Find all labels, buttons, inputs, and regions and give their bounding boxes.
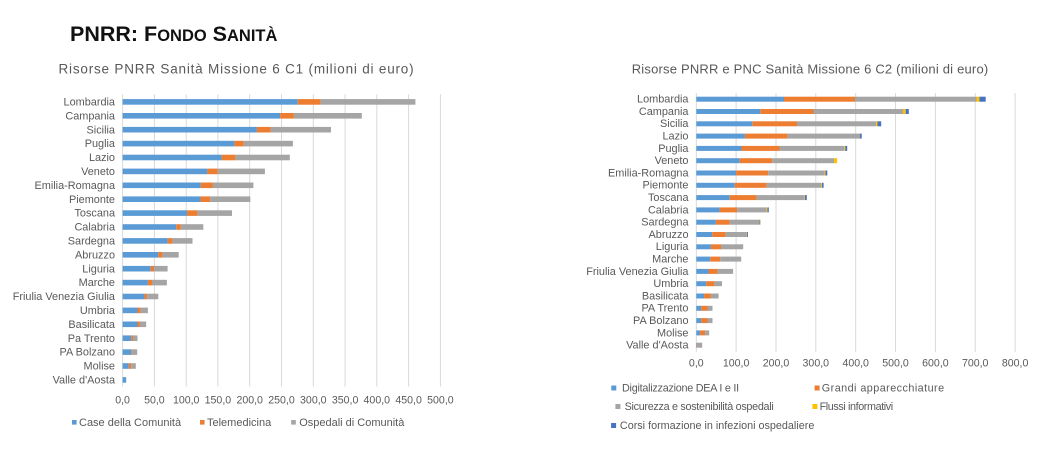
svg-text:Lazio: Lazio [662, 131, 688, 143]
svg-text:300,0: 300,0 [300, 394, 327, 406]
svg-text:Sardegna: Sardegna [641, 217, 689, 229]
svg-text:Veneto: Veneto [655, 155, 689, 167]
svg-text:Telemedicina: Telemedicina [207, 417, 272, 429]
svg-text:200,0: 200,0 [236, 394, 263, 406]
svg-text:50,0: 50,0 [144, 394, 165, 406]
svg-text:PA Bolzano: PA Bolzano [633, 315, 689, 327]
svg-text:Case della Comunità: Case della Comunità [79, 417, 182, 429]
svg-text:Basilicata: Basilicata [68, 319, 116, 331]
svg-text:Marche: Marche [79, 277, 115, 289]
svg-text:Puglia: Puglia [85, 138, 116, 150]
svg-text:Corsi formazione in infezioni: Corsi formazione in infezioni ospedalier… [620, 420, 814, 432]
svg-text:800,0: 800,0 [1002, 358, 1029, 370]
svg-text:500,0: 500,0 [882, 358, 909, 370]
svg-text:450,0: 450,0 [395, 394, 422, 406]
svg-text:Piemonte: Piemonte [642, 180, 688, 192]
svg-text:200,0: 200,0 [763, 358, 790, 370]
svg-text:Risorse PNRR Sanità Missione 6: Risorse PNRR Sanità Missione 6 C1 (milio… [59, 62, 415, 77]
svg-text:700,0: 700,0 [962, 358, 989, 370]
svg-text:350,0: 350,0 [332, 394, 359, 406]
svg-text:Sicilia: Sicilia [660, 118, 689, 130]
svg-text:Pa Trento: Pa Trento [68, 333, 115, 345]
svg-text:Lombardia: Lombardia [637, 94, 689, 106]
svg-text:Flussi informativi: Flussi informativi [820, 401, 893, 413]
svg-text:Valle d'Aosta: Valle d'Aosta [626, 340, 689, 352]
svg-text:Basilicata: Basilicata [642, 290, 690, 302]
svg-text:0,0: 0,0 [115, 394, 130, 406]
svg-text:PA Trento: PA Trento [641, 303, 688, 315]
svg-text:Toscana: Toscana [74, 208, 116, 220]
svg-text:PA Bolzano: PA Bolzano [60, 347, 116, 359]
svg-text:Piemonte: Piemonte [69, 194, 115, 206]
svg-text:Lazio: Lazio [89, 152, 115, 164]
svg-text:Campania: Campania [639, 106, 690, 118]
svg-text:Emilia-Romagna: Emilia-Romagna [608, 167, 689, 179]
svg-text:Liguria: Liguria [656, 241, 690, 253]
svg-text:400,0: 400,0 [364, 394, 391, 406]
svg-text:Calabria: Calabria [648, 204, 690, 216]
svg-text:300,0: 300,0 [803, 358, 830, 370]
svg-text:Risorse PNRR e PNC Sanità Miss: Risorse PNRR e PNC Sanità Missione 6 C2 … [632, 62, 989, 77]
svg-text:Umbria: Umbria [80, 305, 116, 317]
svg-text:0,0: 0,0 [689, 358, 704, 370]
svg-text:100,0: 100,0 [723, 358, 750, 370]
svg-text:Veneto: Veneto [81, 166, 115, 178]
svg-text:Ospedali di Comunità: Ospedali di Comunità [299, 417, 405, 429]
svg-text:Molise: Molise [657, 327, 688, 339]
svg-text:Sardegna: Sardegna [68, 236, 116, 248]
svg-text:Liguria: Liguria [82, 263, 116, 275]
svg-text:Campania: Campania [65, 110, 116, 122]
svg-text:150,0: 150,0 [205, 394, 232, 406]
svg-text:Abruzzo: Abruzzo [75, 249, 115, 261]
svg-text:Molise: Molise [84, 361, 115, 373]
svg-text:Grandi apparecchiature: Grandi apparecchiature [822, 383, 945, 395]
svg-text:Marche: Marche [652, 254, 688, 266]
svg-text:400,0: 400,0 [842, 358, 869, 370]
svg-text:Friulia Venezia Giulia: Friulia Venezia Giulia [586, 266, 689, 278]
svg-text:Digitalizzazione DEA I e II: Digitalizzazione DEA I e II [622, 383, 739, 395]
svg-text:Valle d'Aosta: Valle d'Aosta [53, 375, 116, 387]
svg-text:100,0: 100,0 [173, 394, 200, 406]
svg-text:Lombardia: Lombardia [64, 97, 116, 109]
svg-text:Emilia-Romagna: Emilia-Romagna [35, 180, 116, 192]
svg-text:Puglia: Puglia [658, 143, 689, 155]
svg-text:600,0: 600,0 [922, 358, 949, 370]
svg-text:Sicilia: Sicilia [87, 124, 116, 136]
svg-text:Friulia Venezia Giulia: Friulia Venezia Giulia [13, 291, 116, 303]
svg-text:250,0: 250,0 [268, 394, 295, 406]
svg-text:Umbria: Umbria [653, 278, 689, 290]
svg-text:Sicurezza e sostenibilità ospe: Sicurezza e sostenibilità ospedali [625, 401, 774, 413]
svg-text:Calabria: Calabria [74, 222, 116, 234]
svg-text:500,0: 500,0 [427, 394, 454, 406]
svg-text:Abruzzo: Abruzzo [649, 229, 689, 241]
svg-text:Toscana: Toscana [648, 192, 690, 204]
